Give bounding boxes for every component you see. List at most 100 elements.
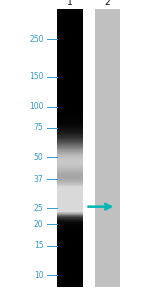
Bar — [57, 227, 82, 228]
Bar — [57, 133, 82, 134]
Bar — [57, 111, 82, 112]
Bar — [57, 204, 82, 205]
Bar — [57, 273, 82, 274]
Bar — [57, 120, 82, 121]
Bar — [57, 245, 82, 246]
Bar — [57, 14, 82, 15]
Bar — [57, 276, 82, 277]
Bar — [57, 60, 82, 61]
Bar — [57, 225, 82, 226]
Bar — [57, 9, 82, 10]
Bar — [57, 249, 82, 250]
Bar — [57, 178, 82, 179]
Bar — [57, 229, 82, 230]
Bar — [57, 258, 82, 259]
Bar — [57, 122, 82, 123]
Bar — [57, 13, 82, 14]
Bar — [57, 22, 82, 23]
Bar — [57, 92, 82, 93]
Bar — [57, 236, 82, 237]
Bar — [57, 187, 82, 188]
Bar — [57, 130, 82, 131]
Bar — [57, 171, 82, 172]
Bar — [57, 40, 82, 41]
Bar — [57, 218, 82, 219]
Bar — [57, 89, 82, 90]
Text: 2: 2 — [104, 0, 110, 7]
Bar — [57, 50, 82, 51]
Bar — [57, 42, 82, 43]
Bar — [57, 108, 82, 109]
Bar — [57, 263, 82, 264]
Bar — [57, 252, 82, 253]
Bar — [57, 102, 82, 103]
Bar — [57, 123, 82, 124]
Bar — [57, 20, 82, 21]
Bar — [57, 68, 82, 69]
Bar — [57, 180, 82, 181]
Bar — [57, 261, 82, 262]
Text: 50: 50 — [34, 153, 44, 162]
Bar — [57, 154, 82, 155]
Bar — [57, 175, 82, 176]
Bar — [57, 200, 82, 201]
Bar — [57, 27, 82, 28]
Bar — [57, 118, 82, 119]
Bar — [57, 159, 82, 160]
Bar — [57, 222, 82, 223]
Bar — [57, 128, 82, 129]
Bar — [57, 98, 82, 99]
Bar — [57, 95, 82, 96]
Bar — [57, 79, 82, 80]
Bar — [57, 17, 82, 18]
Bar — [57, 48, 82, 49]
Bar — [57, 66, 82, 67]
Bar — [57, 223, 82, 224]
Bar — [57, 150, 82, 151]
Bar — [57, 125, 82, 126]
Text: 250: 250 — [29, 35, 44, 44]
Bar — [57, 64, 82, 65]
Bar — [57, 185, 82, 186]
Bar — [57, 131, 82, 132]
Bar — [57, 78, 82, 79]
Bar — [57, 215, 82, 216]
Bar — [57, 233, 82, 234]
Bar — [57, 163, 82, 164]
Bar — [57, 72, 82, 73]
Bar — [57, 41, 82, 42]
Text: 25: 25 — [34, 204, 43, 213]
Bar — [57, 124, 82, 125]
Bar — [57, 246, 82, 247]
Bar — [57, 87, 82, 88]
Bar — [57, 43, 82, 44]
Bar — [57, 151, 82, 152]
Bar — [57, 36, 82, 37]
Bar — [57, 104, 82, 105]
Bar — [57, 97, 82, 98]
Bar — [57, 262, 82, 263]
Bar — [57, 237, 82, 238]
Bar — [57, 192, 82, 193]
Bar — [57, 114, 82, 115]
Bar — [57, 176, 82, 177]
Bar — [57, 117, 82, 118]
Bar — [57, 160, 82, 161]
Bar — [57, 179, 82, 180]
Bar — [57, 190, 82, 191]
Bar — [57, 253, 82, 254]
Bar — [57, 243, 82, 244]
Bar — [57, 116, 82, 117]
Bar — [57, 226, 82, 227]
Bar — [57, 47, 82, 48]
Bar — [57, 210, 82, 211]
Bar — [57, 21, 82, 22]
Bar — [57, 256, 82, 257]
Bar — [57, 282, 82, 283]
Bar — [57, 53, 82, 54]
Bar — [57, 269, 82, 270]
Bar — [57, 271, 82, 272]
Bar — [57, 82, 82, 83]
Bar — [57, 45, 82, 46]
Bar — [57, 136, 82, 137]
